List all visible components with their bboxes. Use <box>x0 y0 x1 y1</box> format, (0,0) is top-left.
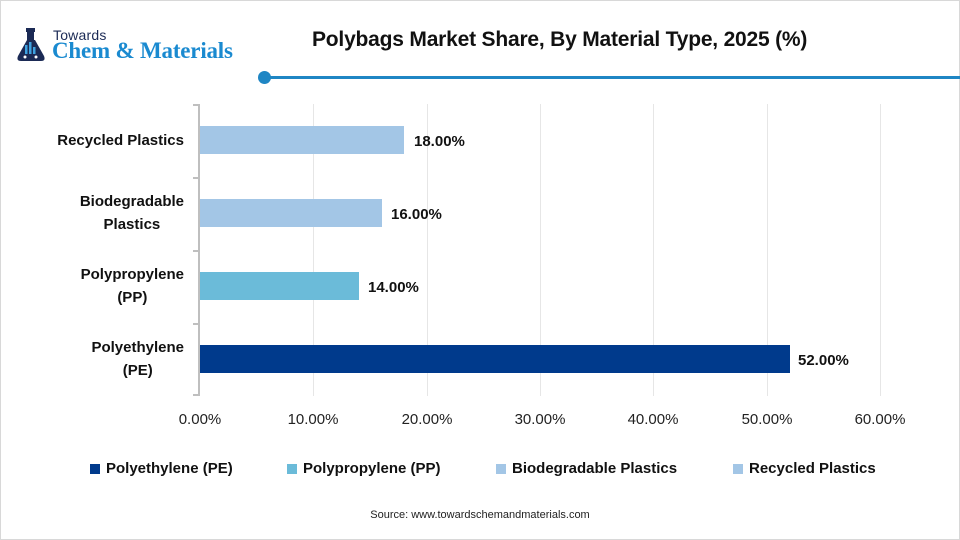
bar-polyethylene <box>200 345 790 373</box>
bar-polypropylene <box>200 272 359 300</box>
bar-biodegradable-plastics <box>200 199 382 227</box>
chart-legend: Polyethylene (PE) Polypropylene (PP) Bio… <box>0 460 960 482</box>
y-axis-line <box>198 104 200 396</box>
gridline-10 <box>313 104 314 396</box>
legend-item-biodegradable: Biodegradable Plastics <box>496 460 677 477</box>
category-label-line: Recycled Plastics <box>57 132 184 149</box>
legend-swatch-icon <box>496 463 506 474</box>
x-axis-tick-label: 10.00% <box>287 411 339 428</box>
legend-label: Polypropylene (PP) <box>303 460 441 477</box>
category-label-line: Polyethylene <box>91 339 184 356</box>
gridline-20 <box>427 104 428 396</box>
legend-item-recycled: Recycled Plastics <box>733 460 876 477</box>
chart-title: Polybags Market Share, By Material Type,… <box>312 28 808 51</box>
category-label-line: (PP) <box>117 289 148 306</box>
category-label-line: Biodegradable <box>79 193 184 210</box>
gridline-60 <box>880 104 881 396</box>
legend-label: Polyethylene (PE) <box>106 460 233 477</box>
title-divider-dot <box>258 71 271 84</box>
category-label-polypropylene: Polypropylene (PP) <box>81 263 184 309</box>
bar-value-label: 52.00% <box>798 352 849 369</box>
legend-swatch-icon <box>90 463 100 474</box>
x-axis-tick-label: 30.00% <box>514 411 566 428</box>
bar-value-label: 14.00% <box>368 279 419 296</box>
flask-icon <box>17 28 45 61</box>
gridline-40 <box>653 104 654 396</box>
y-axis-tick <box>193 250 199 252</box>
brand-logo: Towards Chem & Materials <box>16 24 256 66</box>
legend-item-polyethylene: Polyethylene (PE) <box>90 460 233 477</box>
bar-value-label: 18.00% <box>414 133 465 150</box>
category-label-line: Polypropylene <box>80 266 184 283</box>
legend-swatch-icon <box>287 463 297 474</box>
category-label-recycled: Recycled Plastics <box>57 129 184 152</box>
logo-text-towards: Towards <box>53 27 107 43</box>
y-axis-tick <box>193 177 199 179</box>
bar-value-label: 16.00% <box>391 206 442 223</box>
category-label-line: (PE) <box>122 362 153 379</box>
legend-label: Recycled Plastics <box>749 460 876 477</box>
category-label-biodegradable: Biodegradable Plastics <box>80 190 184 236</box>
category-label-line: Plastics <box>103 216 161 233</box>
gridline-30 <box>540 104 541 396</box>
y-axis-tick <box>193 323 199 325</box>
source-note: Source: www.towardschemandmaterials.com <box>370 509 590 521</box>
legend-swatch-icon <box>733 463 743 474</box>
x-axis-tick-label: 40.00% <box>627 411 679 428</box>
bar-recycled-plastics <box>200 126 404 154</box>
plot-area <box>200 104 881 396</box>
x-axis-tick-label: 50.00% <box>741 411 793 428</box>
y-axis-tick <box>193 104 199 106</box>
title-divider <box>266 76 960 79</box>
y-axis-tick <box>193 394 199 396</box>
gridline-50 <box>767 104 768 396</box>
x-axis-tick-label: 0.00% <box>178 411 222 428</box>
x-axis-tick-label: 60.00% <box>854 411 906 428</box>
legend-label: Biodegradable Plastics <box>512 460 678 477</box>
category-label-polyethylene: Polyethylene (PE) <box>91 336 184 382</box>
logo-text-main: Chem & Materials <box>52 38 233 63</box>
legend-item-polypropylene: Polypropylene (PP) <box>287 460 441 477</box>
x-axis-tick-label: 20.00% <box>401 411 453 428</box>
